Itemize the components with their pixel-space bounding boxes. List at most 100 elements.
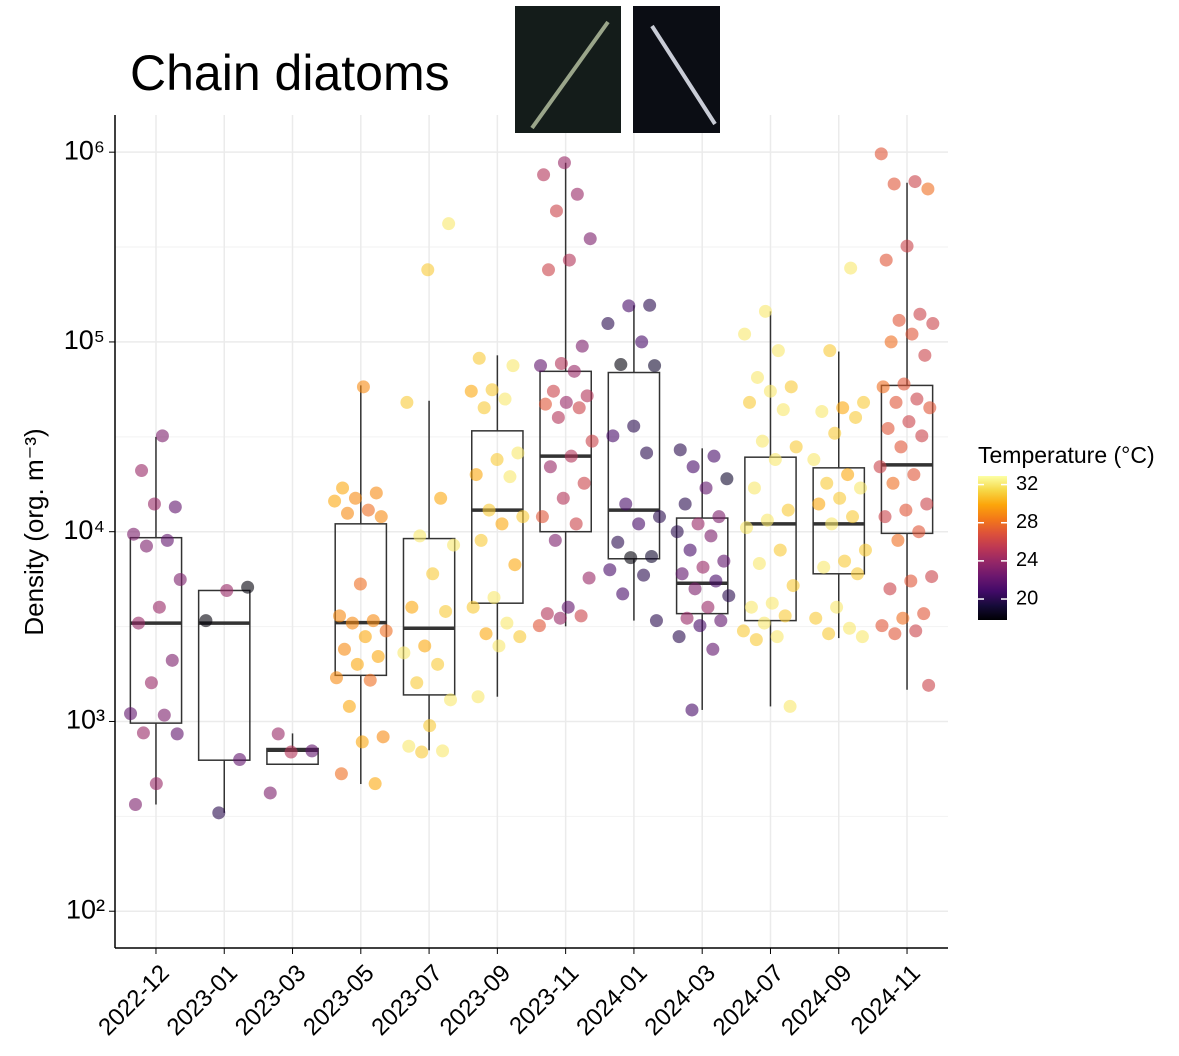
y-tick-label: 10⁴ [63, 515, 105, 545]
point [809, 611, 823, 625]
point [548, 533, 562, 547]
point [923, 401, 937, 415]
point [763, 384, 777, 398]
point [368, 777, 382, 791]
point [562, 253, 576, 267]
point [233, 753, 247, 767]
point [472, 351, 486, 365]
point [284, 745, 298, 759]
point [887, 177, 901, 191]
point [436, 744, 450, 758]
point [921, 182, 935, 196]
box [812, 467, 866, 575]
point [337, 642, 351, 656]
point [693, 619, 707, 633]
point [854, 481, 868, 495]
point [752, 556, 766, 570]
point [771, 344, 785, 358]
point [431, 657, 445, 671]
point [170, 727, 184, 741]
point [619, 497, 633, 511]
point [905, 327, 919, 341]
point [601, 317, 615, 331]
point [363, 673, 377, 687]
point [722, 589, 736, 603]
point [124, 707, 138, 721]
point [498, 392, 512, 406]
point [582, 571, 596, 585]
point [640, 446, 654, 460]
point [546, 384, 560, 398]
point [833, 491, 847, 505]
point [464, 384, 478, 398]
point [736, 624, 750, 638]
point [784, 380, 798, 394]
point [786, 579, 800, 593]
point [812, 497, 826, 511]
x-tick-label: 2023-11 [504, 960, 584, 1040]
point [356, 380, 370, 394]
point [350, 657, 364, 671]
point [850, 567, 864, 581]
chart-title: Chain diatoms [130, 45, 450, 101]
box [402, 537, 456, 696]
point [361, 503, 375, 517]
x-tick-label: 2024-03 [640, 960, 721, 1041]
point [685, 703, 699, 717]
point [701, 600, 715, 614]
point [743, 395, 757, 409]
point [155, 429, 169, 443]
point [653, 510, 667, 524]
legend-tick-label: 28 [1016, 511, 1038, 533]
point [506, 359, 520, 373]
point [421, 263, 435, 277]
point [817, 560, 831, 574]
point [894, 440, 908, 454]
micrograph [515, 6, 720, 133]
point [755, 434, 769, 448]
legend-title: Temperature (°C) [978, 442, 1155, 468]
point [876, 380, 890, 394]
point [712, 510, 726, 524]
point [672, 630, 686, 644]
point [136, 726, 150, 740]
point [899, 503, 913, 517]
point [926, 317, 940, 331]
point [160, 533, 174, 547]
point [846, 510, 860, 524]
point [500, 616, 514, 630]
point [557, 156, 571, 170]
point [482, 503, 496, 517]
point [768, 453, 782, 467]
point [336, 481, 350, 495]
point [822, 627, 836, 641]
point [371, 649, 385, 663]
point [873, 460, 887, 474]
point [815, 404, 829, 418]
x-tick-label: 2024-01 [571, 960, 652, 1041]
point [532, 619, 546, 633]
x-tick-label: 2023-01 [162, 960, 243, 1041]
point [358, 630, 372, 644]
point [904, 574, 918, 588]
point [329, 671, 343, 685]
point [173, 572, 187, 586]
point [537, 168, 551, 182]
point [374, 510, 388, 524]
y-axis-label: Density (org. m⁻³) [19, 428, 49, 635]
point [410, 676, 424, 690]
point [271, 727, 285, 741]
point [418, 639, 432, 653]
point [199, 614, 213, 628]
point [511, 446, 525, 460]
point [874, 147, 888, 161]
point [789, 440, 803, 454]
point [624, 551, 638, 565]
point [439, 604, 453, 618]
point [561, 600, 575, 614]
point [575, 339, 589, 353]
point [891, 533, 905, 547]
y-tick-label: 10⁵ [64, 325, 105, 355]
point [144, 676, 158, 690]
y-tick-label: 10⁶ [64, 135, 105, 165]
